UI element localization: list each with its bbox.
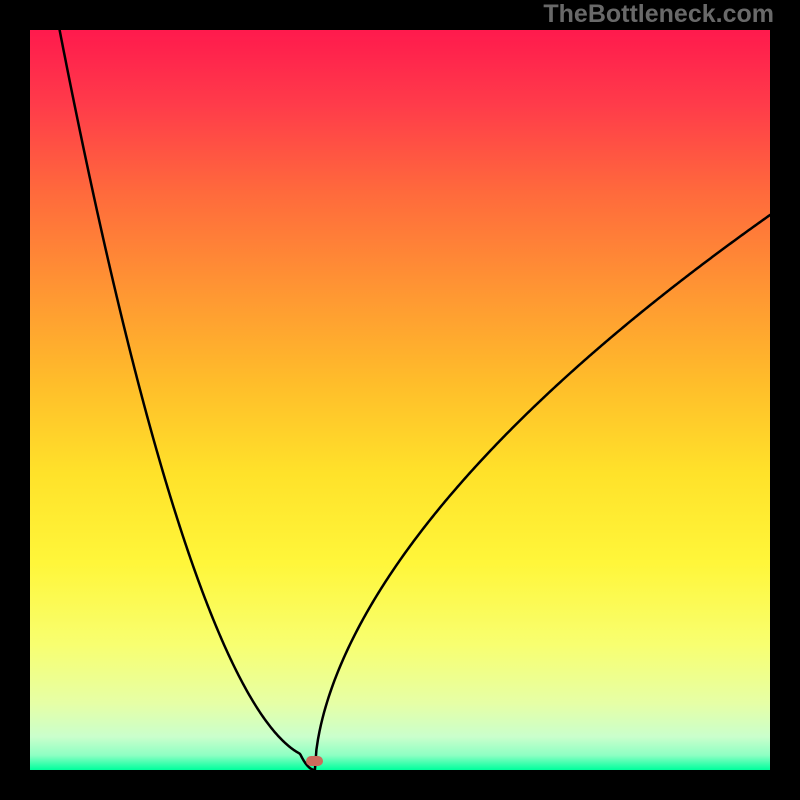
bottleneck-curve [0, 0, 800, 800]
bottleneck-curve-path [60, 30, 770, 770]
watermark-text: TheBottleneck.com [543, 0, 774, 29]
optimum-marker [306, 756, 323, 766]
chart-frame: TheBottleneck.com [0, 0, 800, 800]
